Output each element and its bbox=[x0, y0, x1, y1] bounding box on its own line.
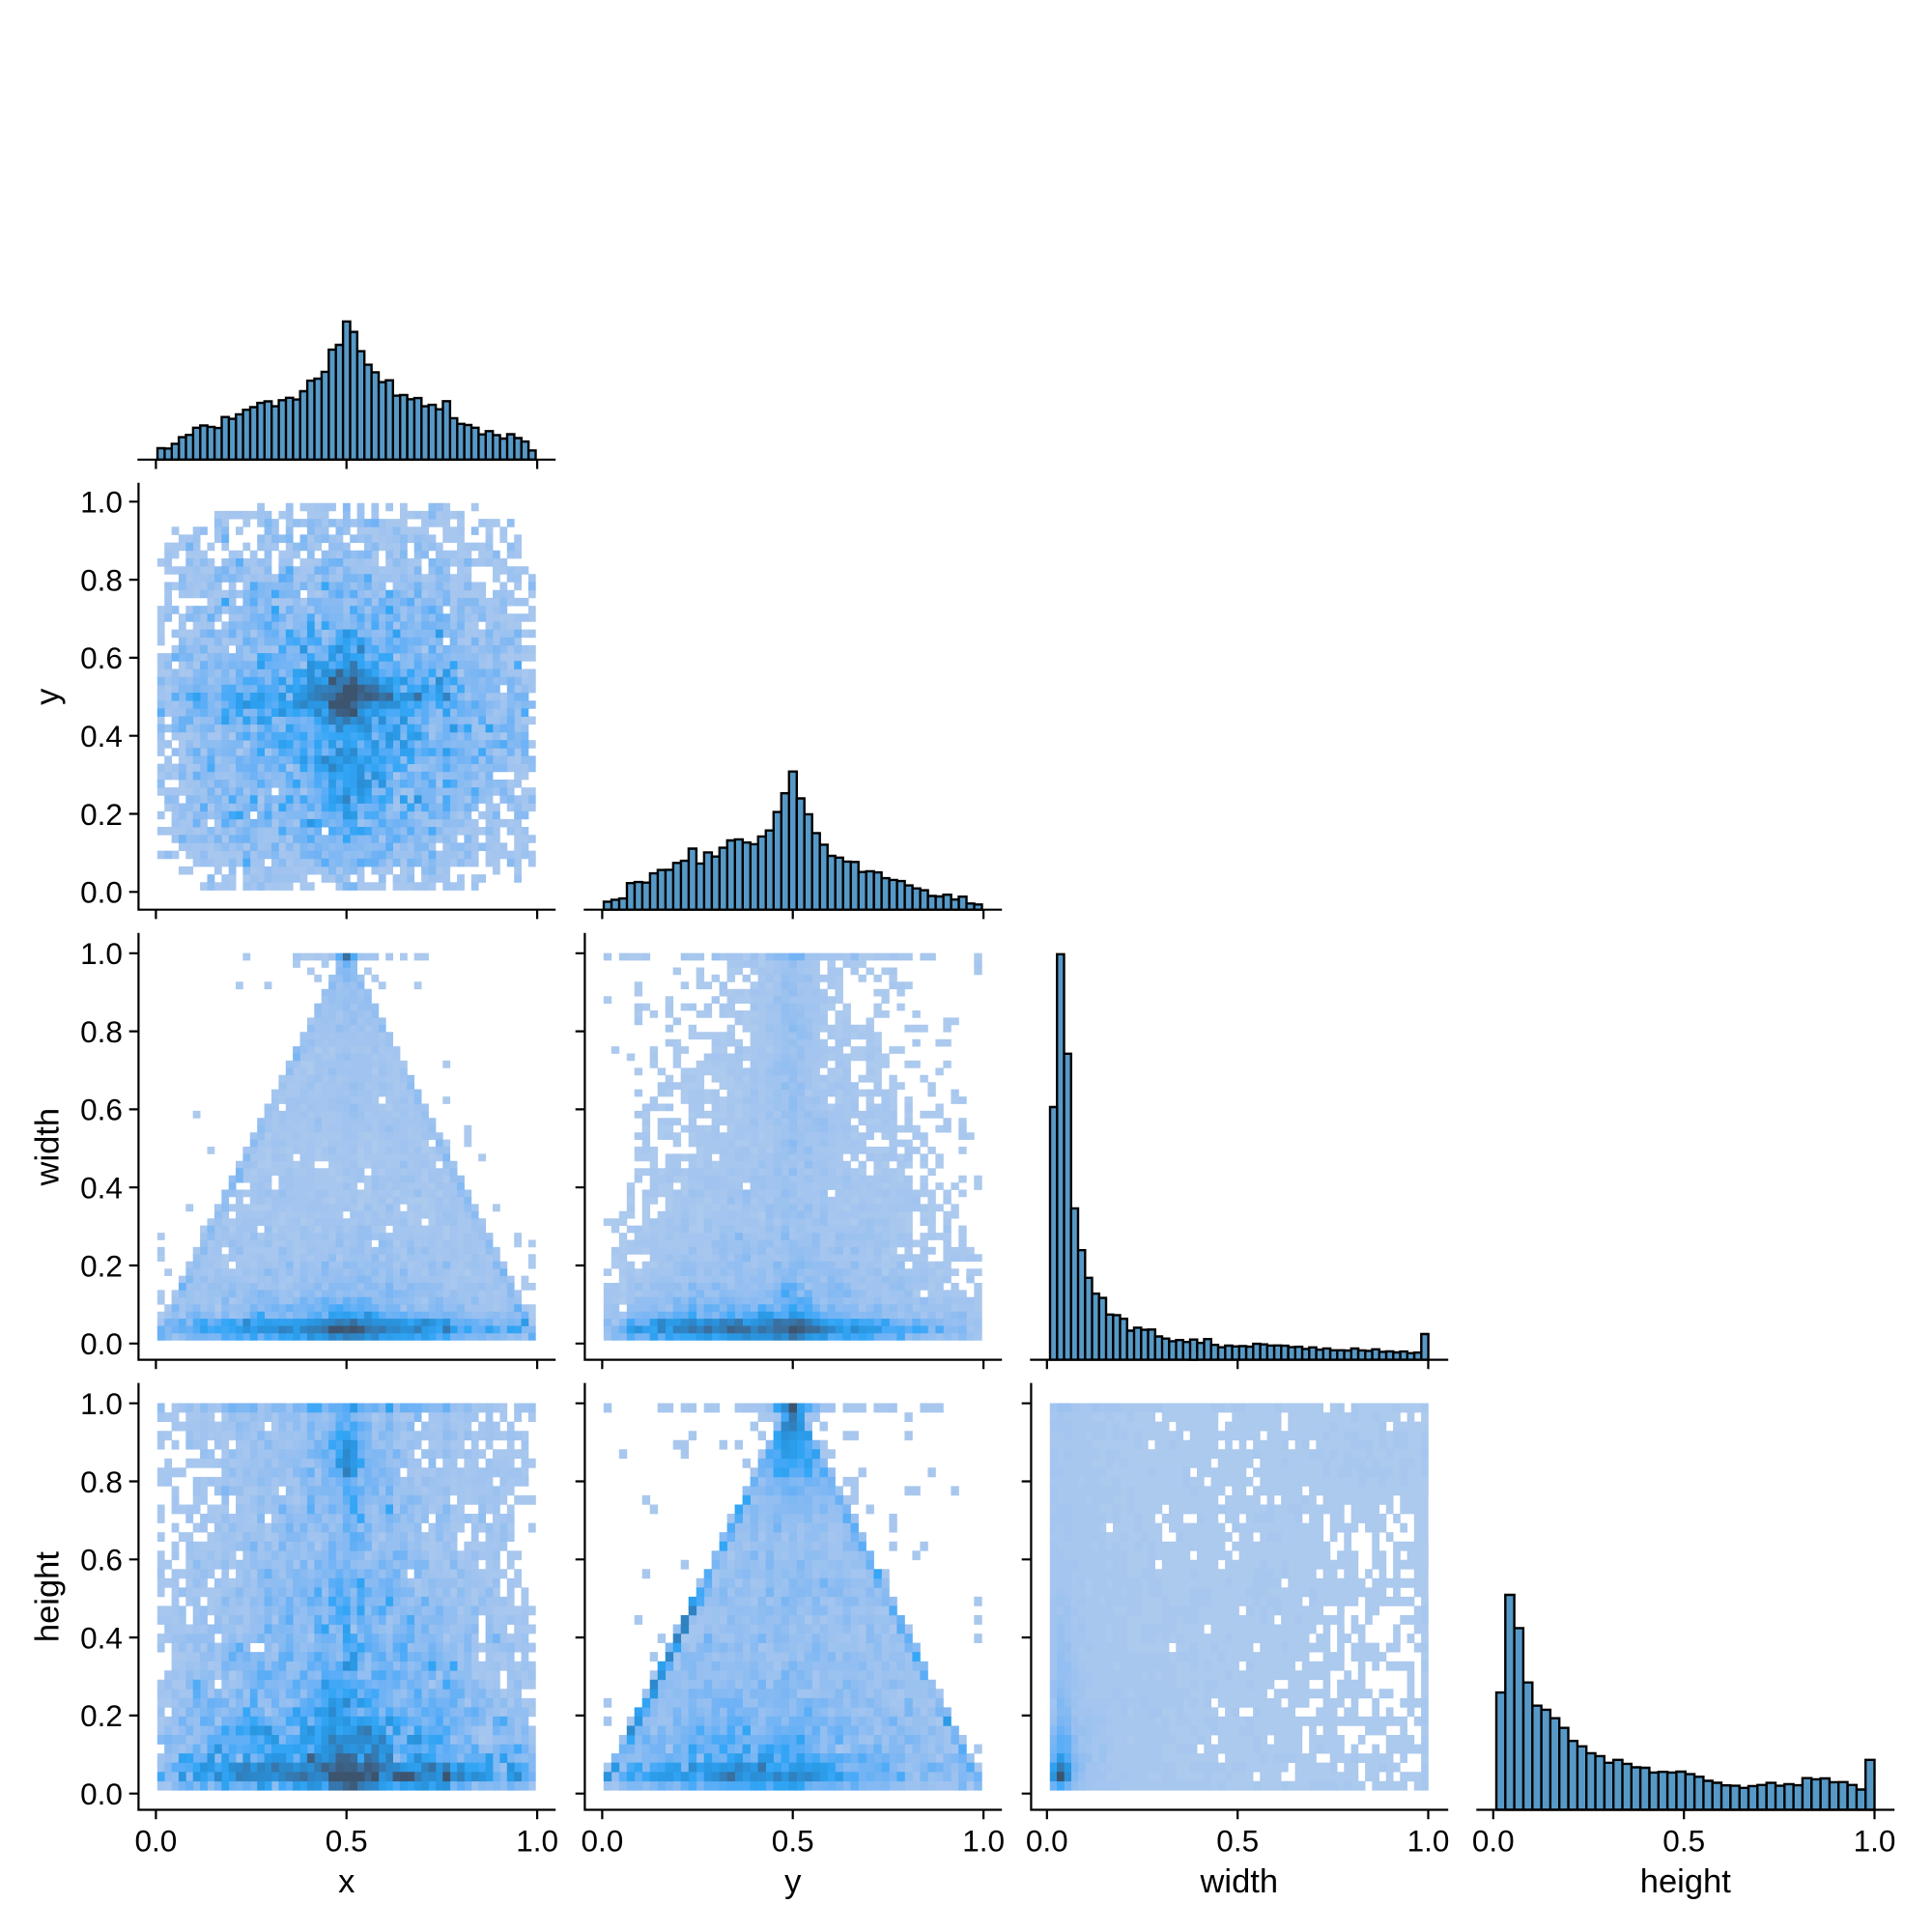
svg-text:0.4: 0.4 bbox=[80, 1620, 123, 1655]
svg-text:y: y bbox=[30, 688, 67, 705]
svg-text:1.0: 1.0 bbox=[80, 485, 123, 520]
svg-text:height: height bbox=[1640, 1863, 1731, 1900]
svg-text:0.5: 0.5 bbox=[326, 1824, 368, 1859]
svg-text:width: width bbox=[30, 1108, 67, 1187]
svg-text:1.0: 1.0 bbox=[80, 1386, 123, 1421]
svg-text:0.4: 0.4 bbox=[80, 719, 123, 753]
svg-text:1.0: 1.0 bbox=[1854, 1824, 1896, 1859]
svg-text:1.0: 1.0 bbox=[80, 936, 123, 971]
svg-text:0.5: 0.5 bbox=[772, 1824, 814, 1859]
svg-text:0.5: 0.5 bbox=[1216, 1824, 1259, 1859]
svg-text:0.5: 0.5 bbox=[1662, 1824, 1705, 1859]
svg-text:width: width bbox=[1200, 1863, 1279, 1900]
svg-text:0.0: 0.0 bbox=[80, 875, 123, 910]
svg-text:0.6: 0.6 bbox=[80, 1543, 123, 1577]
svg-text:0.2: 0.2 bbox=[80, 797, 123, 832]
svg-text:0.0: 0.0 bbox=[582, 1824, 624, 1859]
svg-text:0.2: 0.2 bbox=[80, 1248, 123, 1283]
svg-text:1.0: 1.0 bbox=[1407, 1824, 1450, 1859]
svg-text:1.0: 1.0 bbox=[516, 1824, 558, 1859]
svg-text:0.8: 0.8 bbox=[80, 562, 123, 597]
svg-text:0.6: 0.6 bbox=[80, 640, 123, 675]
svg-text:1.0: 1.0 bbox=[962, 1824, 1005, 1859]
svg-text:0.2: 0.2 bbox=[80, 1698, 123, 1733]
svg-text:0.0: 0.0 bbox=[80, 1776, 123, 1811]
svg-text:0.8: 0.8 bbox=[80, 1014, 123, 1049]
svg-text:height: height bbox=[30, 1551, 67, 1642]
svg-text:0.8: 0.8 bbox=[80, 1464, 123, 1499]
svg-text:x: x bbox=[338, 1863, 355, 1900]
svg-text:0.0: 0.0 bbox=[1026, 1824, 1068, 1859]
svg-text:0.0: 0.0 bbox=[80, 1326, 123, 1361]
svg-text:0.6: 0.6 bbox=[80, 1093, 123, 1127]
svg-text:0.0: 0.0 bbox=[1472, 1824, 1515, 1859]
svg-text:0.4: 0.4 bbox=[80, 1171, 123, 1206]
svg-text:0.0: 0.0 bbox=[135, 1824, 178, 1859]
svg-text:y: y bbox=[784, 1863, 802, 1900]
